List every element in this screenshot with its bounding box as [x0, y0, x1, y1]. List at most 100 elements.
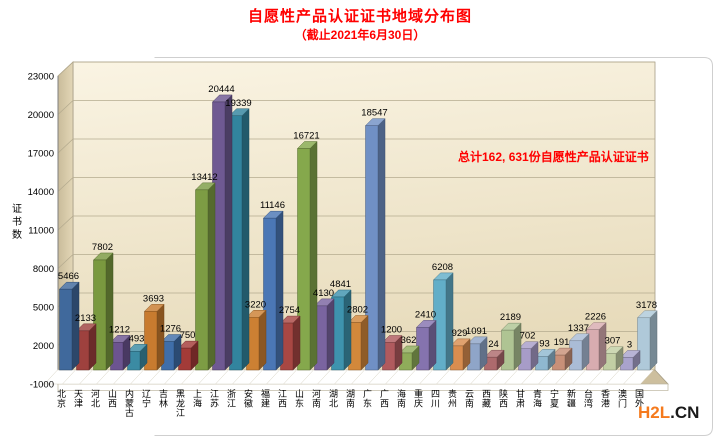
bar-4 [111, 343, 148, 385]
bar-16 [315, 289, 352, 385]
svg-text:数: 数 [12, 228, 22, 241]
bar-24 [451, 336, 488, 385]
svg-text:2226: 2226 [585, 312, 606, 323]
bar-32 [587, 346, 624, 385]
svg-text:2754: 2754 [279, 305, 300, 316]
bar-11 [230, 309, 267, 385]
svg-text:广东: 广东 [363, 388, 372, 409]
svg-text:23000: 23000 [28, 72, 54, 83]
svg-text:4841: 4841 [330, 279, 351, 290]
svg-text:7802: 7802 [92, 242, 113, 253]
svg-text:湖南: 湖南 [346, 389, 355, 409]
bar-side [309, 140, 318, 371]
svg-text:18547: 18547 [361, 108, 387, 119]
bar-front [144, 311, 158, 371]
svg-text:国外: 国外 [635, 389, 644, 409]
svg-text:929: 929 [452, 328, 468, 339]
svg-text:重庆: 重庆 [414, 388, 423, 409]
svg-text:11146: 11146 [260, 200, 285, 211]
bar-6 [145, 333, 182, 385]
svg-text:362: 362 [401, 335, 417, 346]
svg-text:20000: 20000 [28, 110, 54, 121]
svg-text:14000: 14000 [28, 187, 54, 198]
bar-front [365, 125, 379, 371]
svg-text:3178: 3178 [636, 300, 657, 311]
bar-front [297, 148, 311, 371]
bar-20 [383, 345, 420, 385]
svg-text:河南: 河南 [312, 388, 321, 409]
svg-text:3693: 3693 [143, 293, 164, 304]
svg-text:河北: 河北 [91, 388, 100, 409]
svg-text:1212: 1212 [109, 324, 130, 335]
bar-front [59, 288, 73, 371]
svg-text:6208: 6208 [432, 262, 453, 273]
bar-3 [94, 334, 131, 385]
bar-side [156, 303, 165, 371]
svg-text:1091: 1091 [466, 326, 487, 337]
svg-text:证: 证 [12, 203, 22, 215]
svg-text:2000: 2000 [33, 341, 54, 352]
svg-text:4130: 4130 [313, 288, 334, 299]
svg-text:天津: 天津 [74, 389, 83, 409]
bar-17 [332, 314, 369, 385]
svg-text:山西: 山西 [108, 389, 117, 409]
svg-text:8000: 8000 [33, 264, 54, 275]
svg-text:新疆: 新疆 [567, 388, 576, 409]
svg-text:香港: 香港 [601, 389, 610, 409]
svg-text:贵州: 贵州 [448, 388, 457, 409]
svg-text:1276: 1276 [160, 324, 181, 335]
watermark-logo: H2L.CN [638, 403, 699, 423]
bar-side [275, 210, 284, 371]
bar-34 [621, 310, 658, 385]
x-category-labels: 北京天津河北山西内蒙古辽宁吉林黑龙江上海江苏浙江安徽福建江西山东河南湖北湖南广东… [57, 388, 644, 418]
bar-side [343, 289, 352, 371]
bar-29 [536, 347, 573, 385]
bar-side [292, 315, 301, 371]
bar-19 [366, 334, 403, 385]
bar-side [241, 108, 250, 371]
svg-text:24: 24 [488, 339, 499, 350]
svg-text:书: 书 [12, 216, 22, 228]
total-annotation: 总计162, 631份自愿性产品认证证书 [458, 150, 649, 164]
y-axis-title: 证书数 [12, 203, 22, 241]
bar-5 [128, 303, 165, 385]
svg-text:宁夏: 宁夏 [550, 388, 559, 409]
svg-text:750: 750 [180, 330, 196, 341]
svg-text:19339: 19339 [225, 98, 251, 109]
bar-front [637, 317, 651, 371]
chart-border [154, 57, 713, 436]
svg-text:20444: 20444 [208, 84, 234, 95]
svg-text:澳门: 澳门 [618, 388, 627, 409]
svg-text:云南: 云南 [465, 389, 474, 409]
bar-26 [485, 322, 522, 385]
svg-text:307: 307 [605, 336, 621, 347]
svg-text:1337: 1337 [568, 323, 589, 334]
bar-33 [604, 349, 641, 385]
bar-side [428, 319, 437, 371]
svg-text:浙江: 浙江 [227, 388, 236, 409]
svg-text:2410: 2410 [415, 309, 436, 320]
svg-text:11000: 11000 [28, 226, 54, 237]
svg-text:16721: 16721 [293, 130, 319, 141]
bar-30 [553, 333, 590, 385]
bar-10 [213, 108, 250, 385]
svg-text:上海: 上海 [193, 389, 202, 409]
bar-side [105, 252, 114, 371]
svg-text:安徽: 安徽 [244, 388, 253, 409]
y-tick-labels: -1000 2000 5000 8000 11000 14000 17000 20000 230… [28, 72, 54, 391]
bar-side [649, 310, 658, 371]
svg-text:海南: 海南 [397, 388, 406, 409]
bar-12 [247, 210, 284, 385]
svg-text:493: 493 [129, 333, 145, 344]
bar-27 [502, 341, 539, 385]
svg-text:台湾: 台湾 [584, 388, 593, 409]
bar-31 [570, 322, 607, 385]
svg-text:191: 191 [554, 337, 570, 348]
chart-subtitle: （截止2021年6月30日） [294, 28, 426, 42]
svg-text:13412: 13412 [191, 172, 217, 183]
bar-side [71, 281, 80, 371]
bar-18 [349, 118, 386, 385]
svg-text:5466: 5466 [58, 271, 79, 282]
